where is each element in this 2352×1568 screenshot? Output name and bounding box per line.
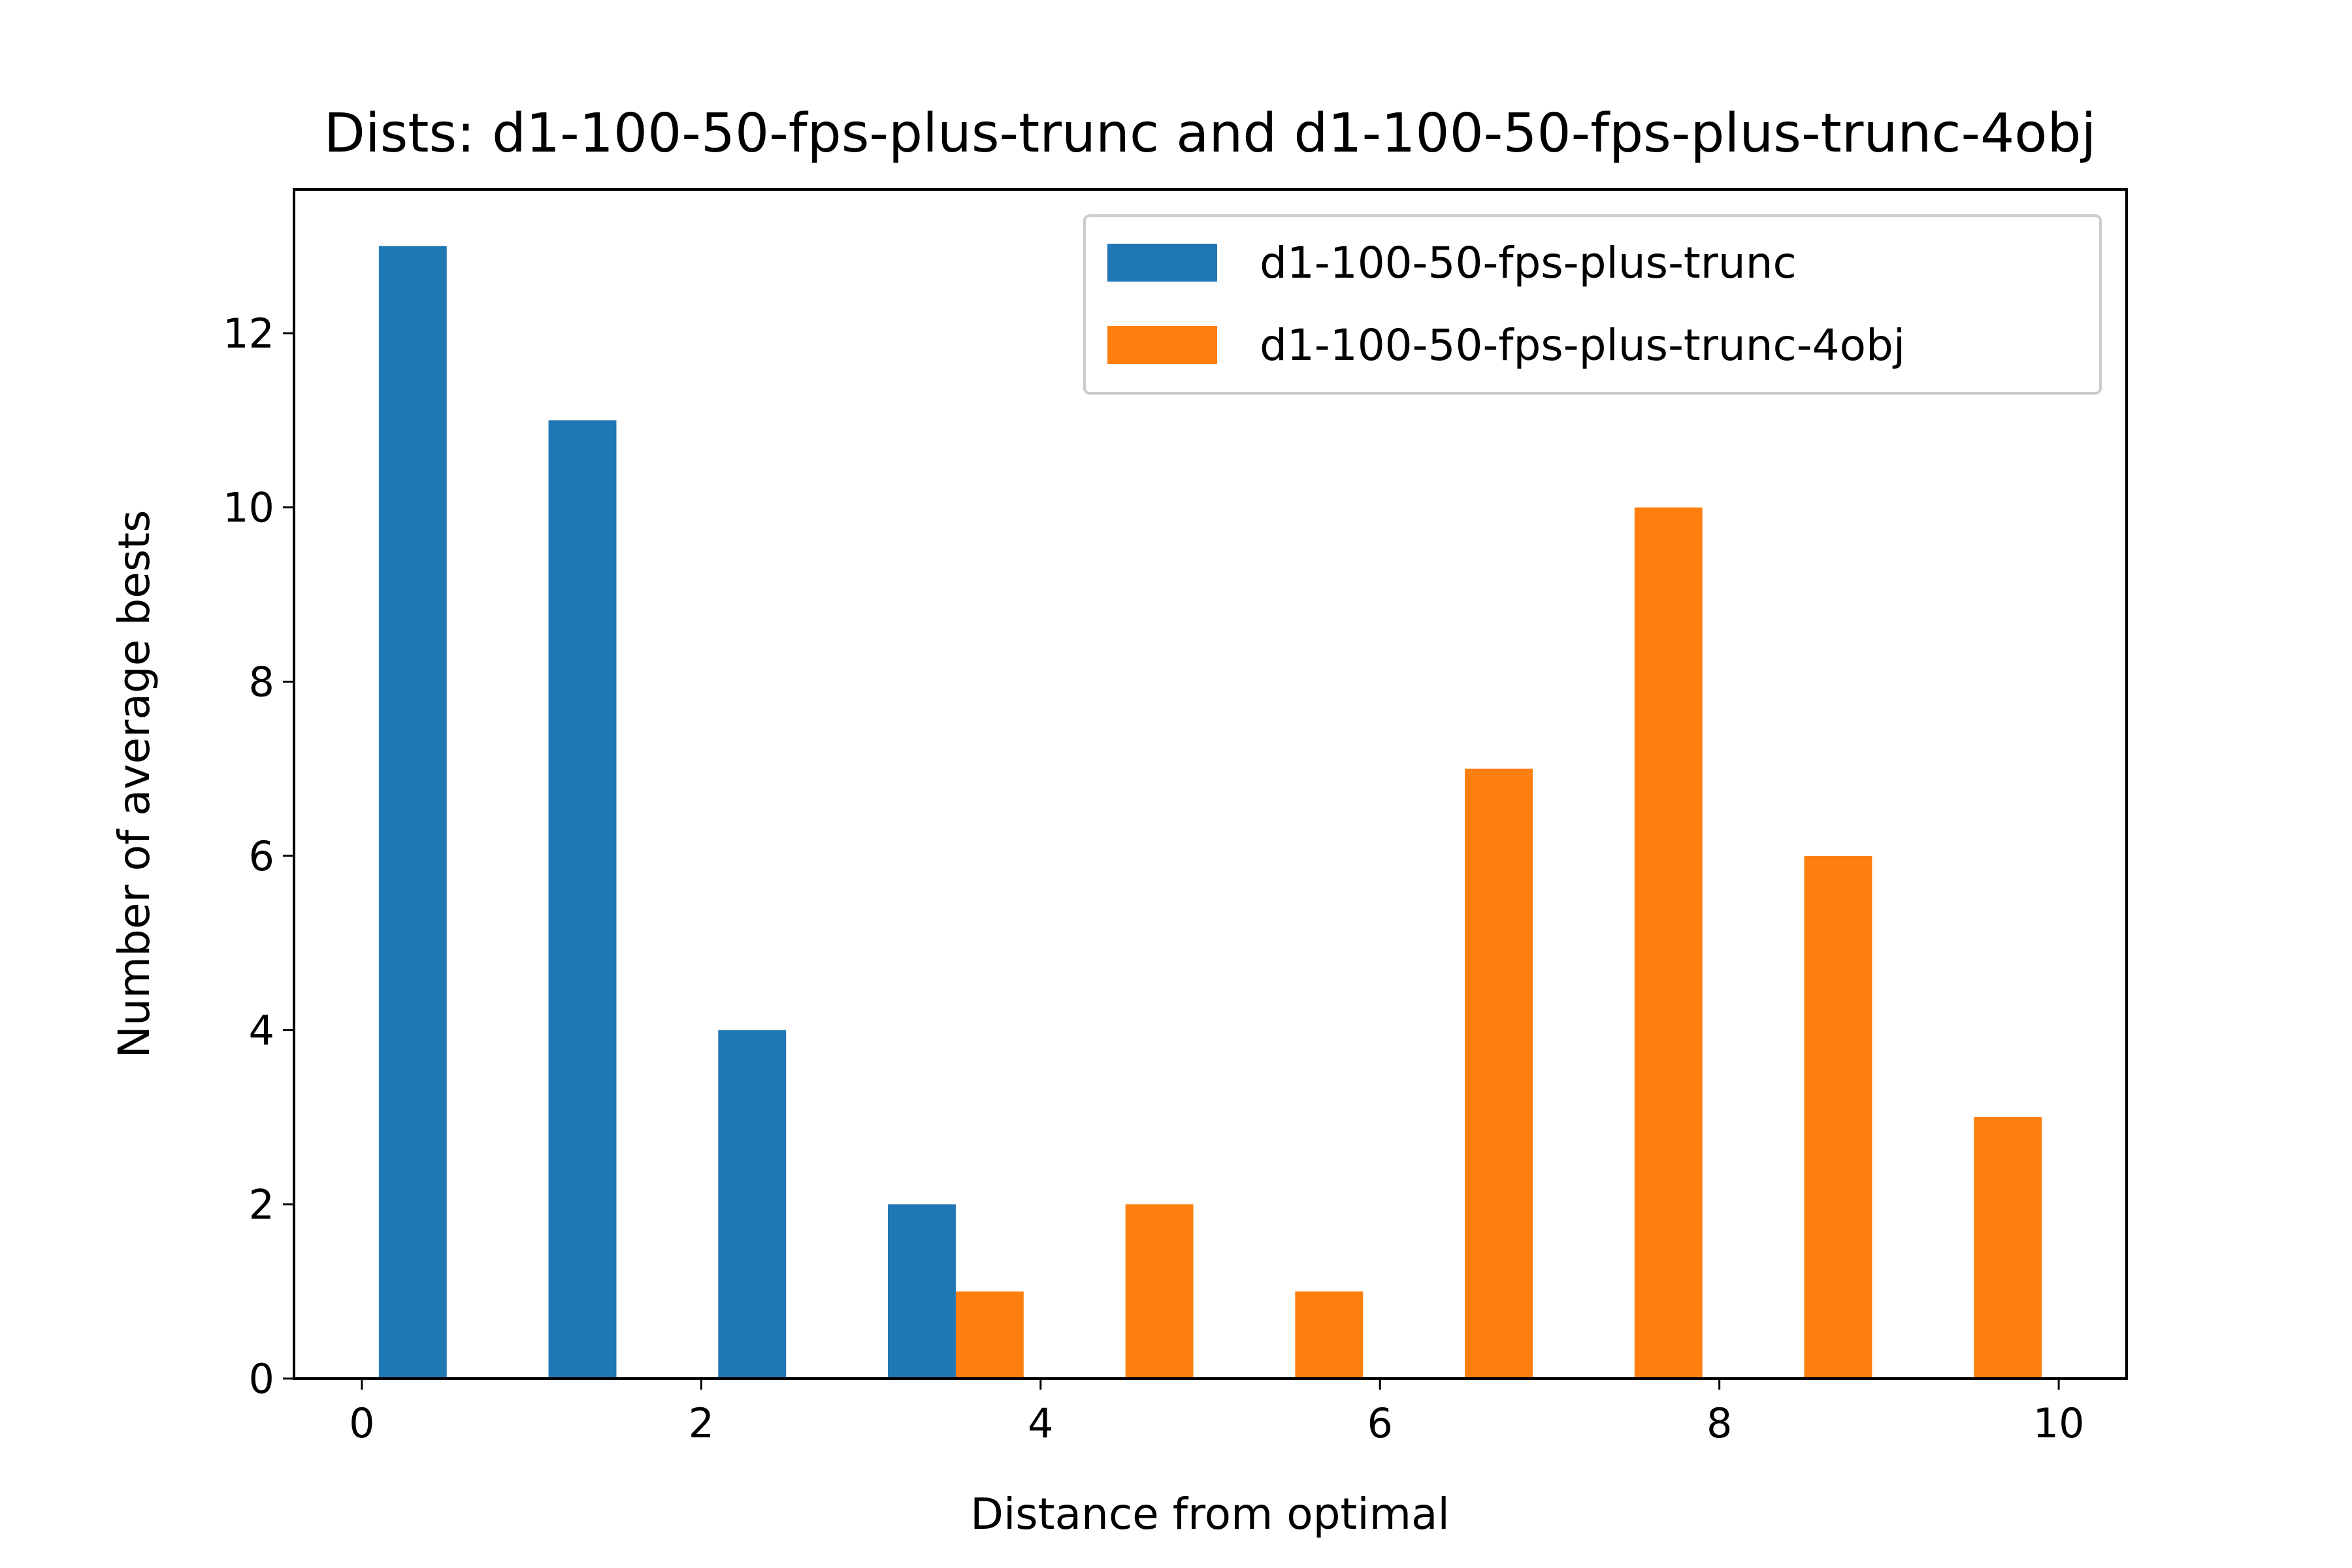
x-tick-label-1: 2	[689, 1399, 714, 1447]
x-tick-label-2: 4	[1028, 1399, 1053, 1447]
x-tick-label-4: 8	[1707, 1399, 1732, 1447]
x-tick-label-0: 0	[349, 1399, 374, 1447]
bar-series1-2	[718, 1030, 787, 1379]
legend-label-1: d1-100-50-fps-plus-trunc	[1260, 238, 1797, 288]
x-axis-label: Distance from optimal	[970, 1489, 1450, 1539]
bar-series2-5	[1804, 856, 1872, 1379]
legend-swatch-1	[1107, 244, 1217, 282]
x-tick-label-3: 6	[1367, 1399, 1392, 1447]
bars-group	[378, 246, 2042, 1379]
y-axis: 0 2 4 6 8 10 12	[223, 310, 294, 1403]
y-tick-label-4: 8	[249, 658, 274, 706]
legend-label-2: d1-100-50-fps-plus-trunc-4obj	[1260, 320, 1905, 370]
bar-series2-4	[1634, 507, 1703, 1379]
bar-series2-3	[1465, 768, 1533, 1379]
y-tick-label-6: 12	[223, 310, 274, 357]
bar-series2-6	[1974, 1117, 2042, 1379]
chart-title: Dists: d1-100-50-fps-plus-trunc and d1-1…	[324, 103, 2097, 165]
y-tick-label-0: 0	[249, 1355, 274, 1403]
x-tick-label-5: 10	[2033, 1399, 2085, 1447]
plot-frame	[293, 188, 2128, 1380]
bar-series2-1	[1125, 1204, 1194, 1379]
y-tick-label-5: 10	[223, 484, 274, 532]
bar-series2-0	[955, 1291, 1024, 1379]
legend-swatch-2	[1107, 326, 1217, 364]
bar-series1-0	[378, 246, 447, 1379]
y-tick-label-1: 2	[249, 1181, 274, 1228]
x-axis: 0 2 4 6 8 10	[349, 1379, 2085, 1447]
bar-series1-1	[548, 420, 617, 1379]
bar-series2-2	[1295, 1291, 1364, 1379]
y-tick-label-3: 6	[249, 832, 274, 880]
y-tick-label-2: 4	[249, 1007, 274, 1054]
legend: d1-100-50-fps-plus-trunc d1-100-50-fps-pl…	[1083, 214, 2102, 395]
legend-box	[1083, 214, 2102, 395]
y-axis-label: Number of average bests	[109, 510, 159, 1058]
bar-series1-3	[888, 1204, 956, 1379]
